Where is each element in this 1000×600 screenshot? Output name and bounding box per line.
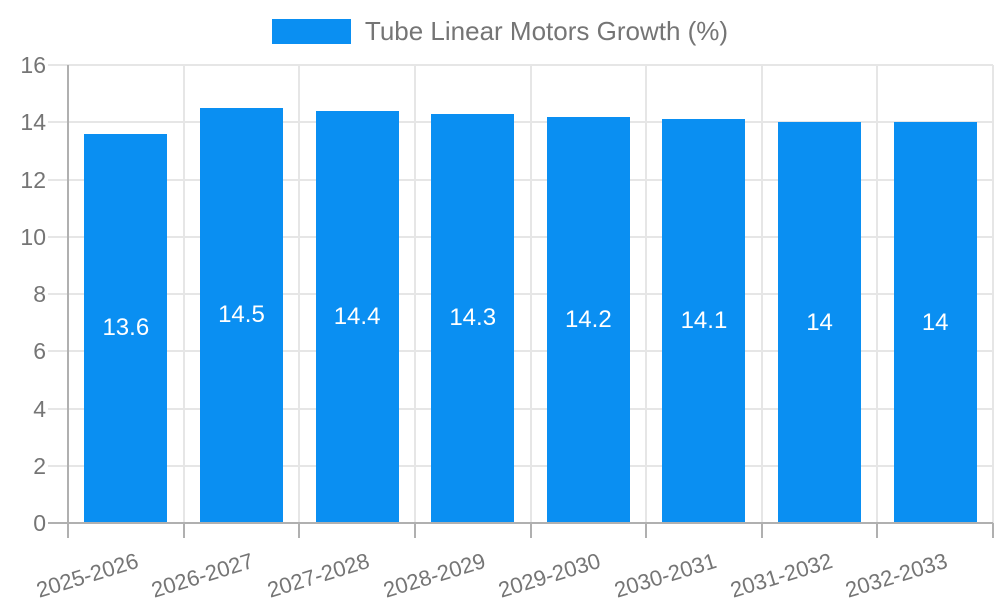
x-axis-tick [760, 523, 763, 538]
y-axis-tick-label: 2 [33, 452, 46, 479]
x-gridline [529, 65, 532, 523]
x-axis-tick [645, 523, 648, 538]
x-axis-tick [67, 523, 69, 538]
y-gridline [48, 407, 993, 410]
x-axis-line [48, 522, 993, 524]
x-gridline [182, 65, 185, 523]
bar[interactable] [662, 119, 746, 523]
y-gridline [48, 293, 993, 295]
y-gridline [48, 235, 993, 238]
bar-value-label: 14 [806, 308, 833, 336]
y-axis-tick-label: 14 [20, 109, 46, 136]
x-axis-tick [876, 523, 879, 538]
legend-swatch [271, 18, 351, 44]
bar-value-label: 14.5 [218, 301, 265, 329]
x-gridline [413, 65, 416, 523]
legend: Tube Linear Motors Growth (%) [0, 15, 1000, 47]
bar[interactable] [199, 107, 283, 523]
bar-value-label: 14.1 [680, 307, 728, 335]
y-axis-tick-label: 16 [20, 52, 46, 78]
x-gridline [645, 65, 648, 523]
x-gridline [992, 65, 994, 523]
bar[interactable] [431, 113, 515, 523]
y-gridline [48, 121, 993, 124]
x-axis-tick [529, 523, 532, 538]
bar-value-label: 14.3 [449, 304, 497, 332]
y-axis-line [67, 65, 69, 525]
x-axis-tick [992, 523, 994, 538]
y-axis-tick-label: 4 [33, 395, 46, 422]
bar[interactable] [315, 110, 399, 523]
x-gridline [298, 65, 301, 523]
y-gridline [48, 64, 993, 66]
bar[interactable] [546, 116, 630, 523]
x-axis-tick [182, 523, 185, 538]
y-axis-tick-label: 8 [33, 281, 46, 307]
y-axis-tick-label: 0 [33, 510, 46, 536]
bar[interactable] [84, 133, 168, 523]
bar-value-label: 14 [921, 308, 949, 336]
bar-value-label: 14.2 [564, 305, 612, 333]
x-gridline [876, 65, 879, 523]
y-axis-tick-label: 12 [20, 166, 46, 193]
bar-value-label: 14.4 [333, 302, 381, 330]
y-gridline [48, 350, 993, 353]
x-gridline [760, 65, 763, 523]
y-gridline [48, 464, 993, 467]
bar[interactable] [778, 122, 862, 523]
x-axis-tick [413, 523, 416, 538]
legend-label: Tube Linear Motors Growth (%) [364, 15, 729, 46]
x-axis-tick [298, 523, 301, 538]
y-axis-tick-label: 10 [20, 223, 46, 250]
bar[interactable] [893, 122, 977, 523]
y-axis-tick-label: 6 [33, 338, 46, 365]
y-gridline [48, 178, 993, 181]
bar-value-label: 13.6 [102, 314, 150, 342]
